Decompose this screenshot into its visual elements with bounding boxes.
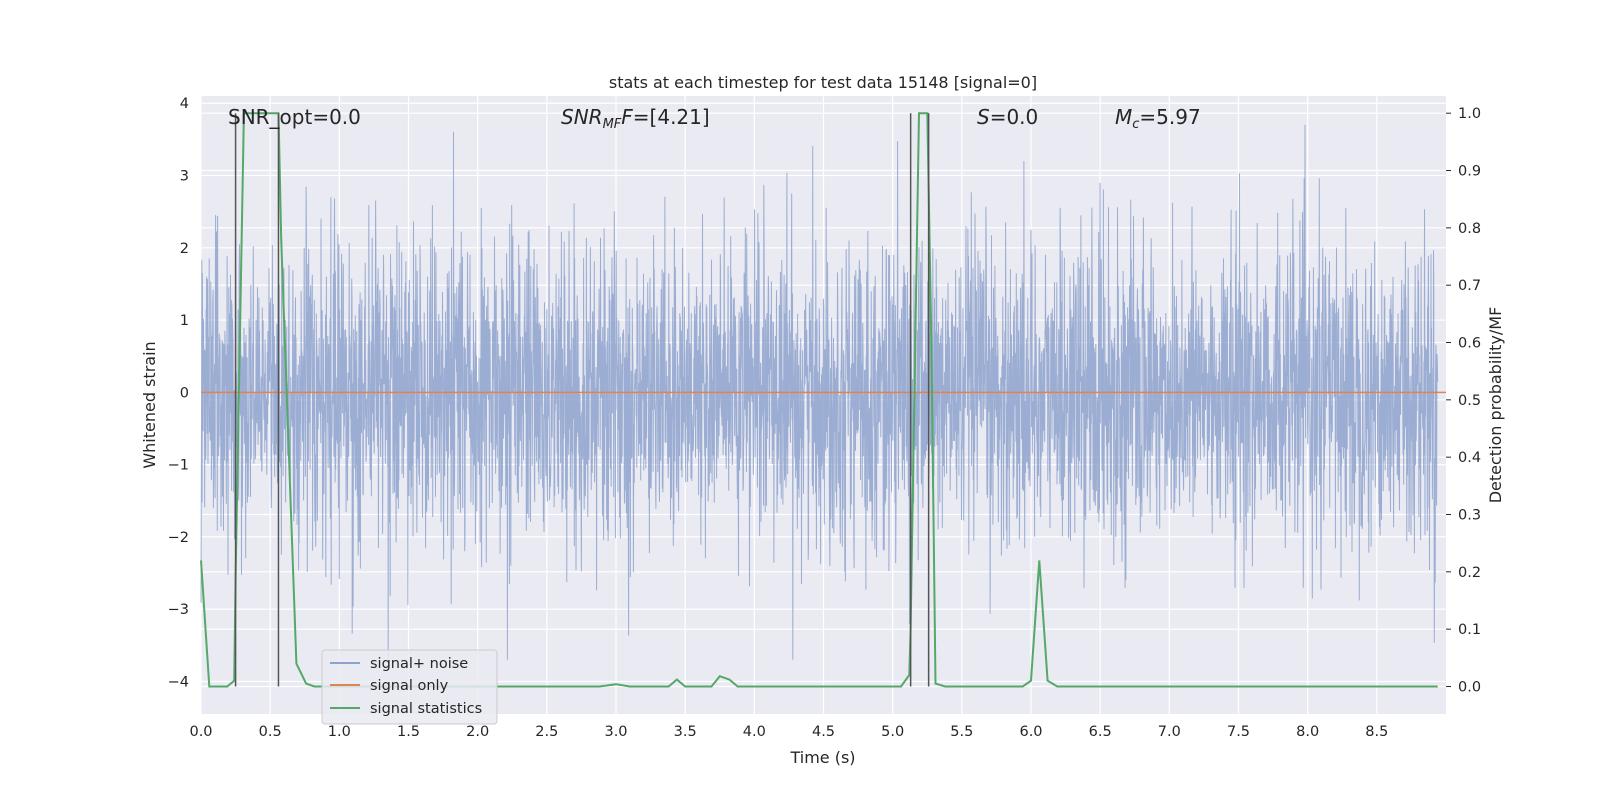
x-tick-label: 2.0: [466, 724, 489, 740]
mc-annotation: Mc=5.97: [1115, 105, 1201, 132]
mc-value: =5.97: [1139, 105, 1200, 129]
x-tick-label: 0.0: [189, 724, 212, 740]
x-tick-label: 8.5: [1365, 724, 1388, 740]
snr-mf-value: =[4.21]: [633, 105, 710, 129]
y2-tick-label: 0.7: [1458, 278, 1481, 294]
x-tick-label: 7.5: [1227, 724, 1250, 740]
y2-tick-label: 0.3: [1458, 507, 1481, 523]
x-tick-label: 2.5: [535, 724, 558, 740]
mc-sub: c: [1132, 117, 1139, 132]
y-tick-label: 3: [180, 169, 189, 185]
x-tick-label: 4.5: [812, 724, 835, 740]
y2-tick-label: 0.0: [1458, 679, 1481, 695]
y2-tick-label: 0.6: [1458, 336, 1481, 352]
legend-label-signal: signal only: [370, 678, 449, 694]
vertical-markers: [234, 113, 930, 687]
snr-mf-sub: MF: [603, 117, 622, 132]
axis-ticks: 0.0 0.5 1.0 1.5 2.0 2.5 3.0 3.5 4.0 4.5 5.0 5.5 6.0 6…: [168, 96, 1481, 740]
s-value: =0.0: [990, 105, 1039, 129]
y2-axis-label: Detection probability/MF: [1486, 307, 1505, 504]
y2-tick-label: 0.5: [1458, 393, 1481, 409]
snr-opt-annotation: SNR_opt=0.0: [228, 105, 361, 129]
y-tick-label: 2: [180, 241, 189, 257]
signal-statistics-series: [200, 112, 1438, 688]
x-tick-label: 8.0: [1296, 724, 1319, 740]
x-tick-label: 5.0: [881, 724, 904, 740]
x-axis-label: Time (s): [789, 748, 855, 767]
y-tick-label: −2: [168, 530, 189, 546]
snr-mf-main: SNR: [561, 105, 603, 129]
y2-tick-label: 0.4: [1458, 450, 1481, 466]
signal-statistics-line: [200, 112, 1438, 688]
legend-box: [321, 649, 498, 725]
x-tick-label: 6.0: [1019, 724, 1042, 740]
x-tick-label: 6.5: [1089, 724, 1112, 740]
s-main: S: [977, 105, 990, 129]
y-tick-label: 4: [180, 96, 189, 112]
y-tick-label: −4: [168, 674, 189, 690]
y-axis-label: Whitened strain: [140, 341, 159, 468]
x-tick-label: 4.0: [743, 724, 766, 740]
x-tick-label: 0.5: [259, 724, 282, 740]
y2-tick-label: 0.8: [1458, 221, 1481, 237]
y2-tick-label: 1.0: [1458, 106, 1481, 122]
y-tick-label: −1: [168, 458, 189, 474]
s-annotation: S=0.0: [977, 105, 1038, 129]
x-tick-label: 3.5: [674, 724, 697, 740]
mc-main: M: [1115, 105, 1132, 129]
y-tick-label: −3: [168, 602, 189, 618]
x-tick-label: 5.5: [950, 724, 973, 740]
y-tick-label: 0: [180, 385, 189, 401]
x-tick-label: 3.0: [604, 724, 627, 740]
x-tick-label: 7.0: [1158, 724, 1181, 740]
y2-tick-label: 0.2: [1458, 565, 1481, 581]
legend-label-noise: signal+ noise: [370, 656, 468, 672]
signal-noise-series: [200, 124, 1439, 660]
legend: signal+ noise signal only signal statist…: [321, 649, 498, 725]
x-tick-label: 1.5: [397, 724, 420, 740]
y2-tick-label: 0.9: [1458, 164, 1481, 180]
signal-noise-line: [200, 124, 1439, 660]
x-tick-label: 1.0: [328, 724, 351, 740]
legend-label-statistics: signal statistics: [370, 701, 482, 717]
y2-tick-label: 0.1: [1458, 622, 1481, 638]
y-tick-label: 1: [180, 313, 189, 329]
snr-mf-annotation: SNRMFF=[4.21]: [561, 105, 710, 132]
chart-title: stats at each timestep for test data 151…: [609, 73, 1037, 92]
